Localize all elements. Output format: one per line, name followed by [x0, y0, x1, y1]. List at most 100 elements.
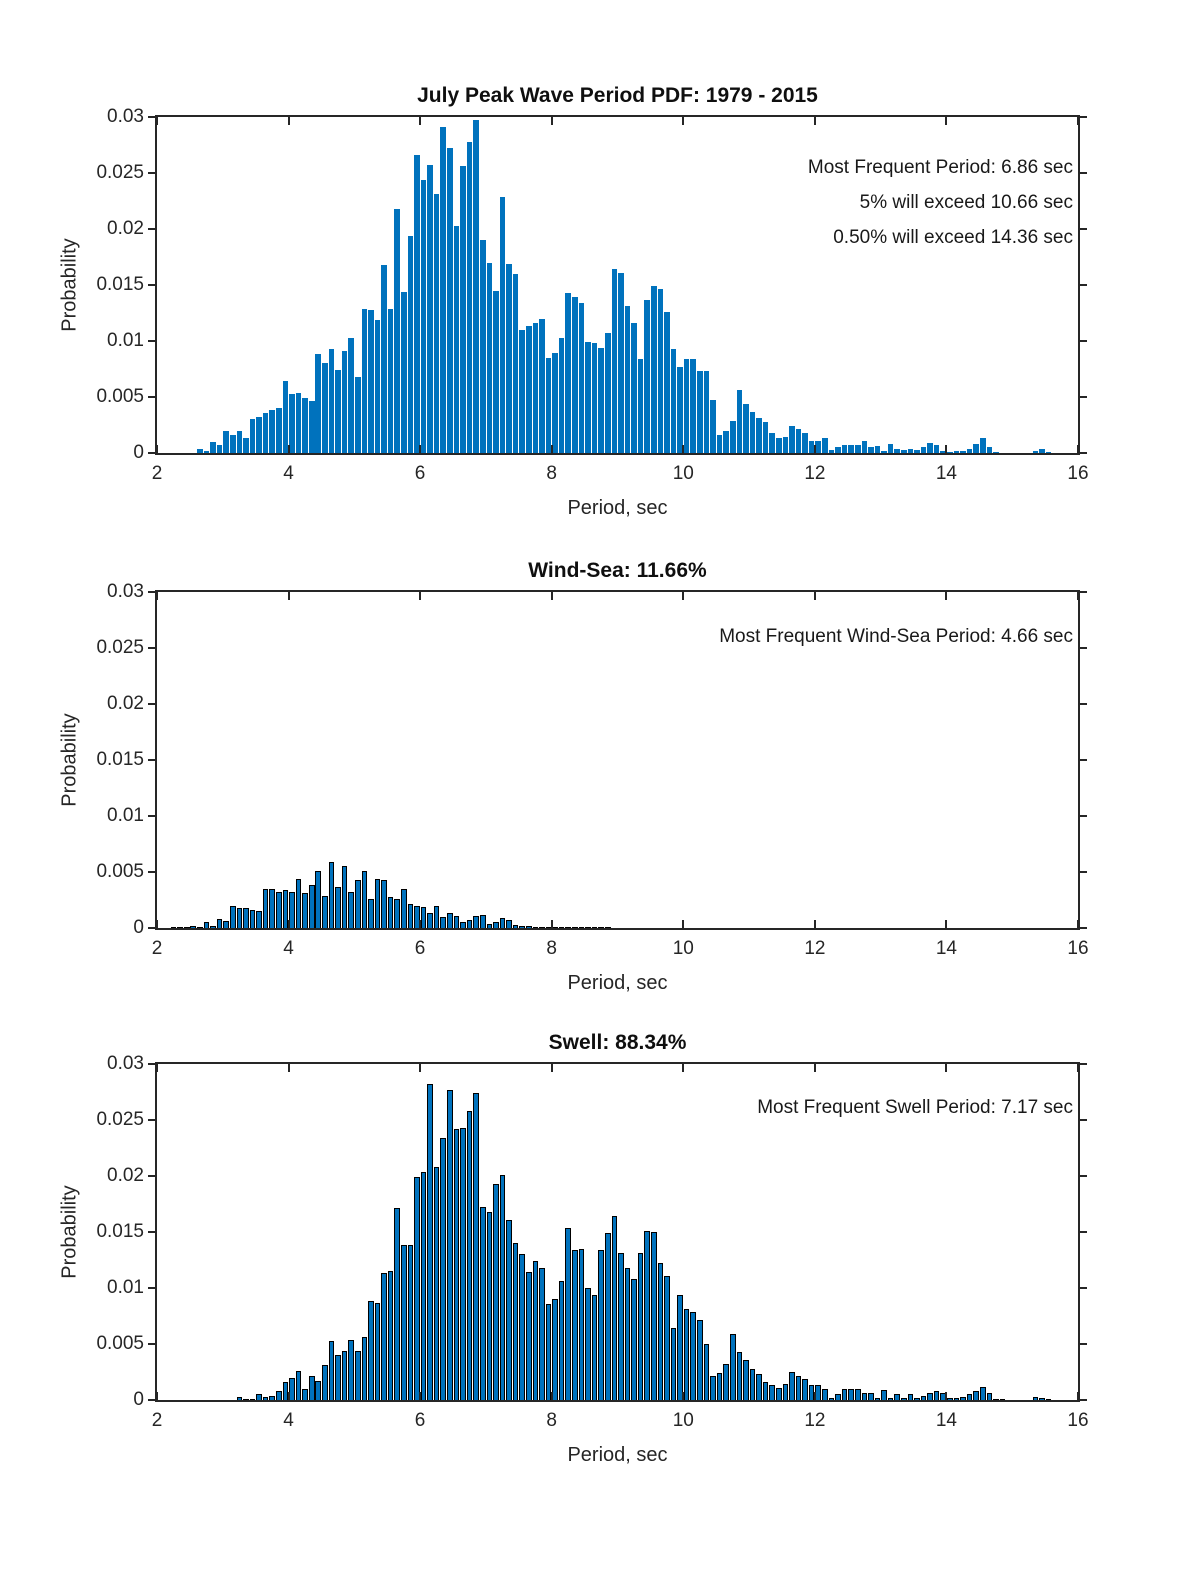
x-tick-mark-top: [813, 1064, 816, 1072]
histogram-bar: [729, 420, 736, 453]
x-tick-mark-top: [156, 592, 158, 600]
histogram-bar: [769, 1385, 775, 1400]
histogram-bar: [420, 179, 427, 453]
histogram-bar: [473, 915, 479, 928]
histogram-bar: [736, 1351, 743, 1400]
histogram-bar: [618, 1253, 624, 1400]
x-tick-mark: [550, 445, 553, 453]
y-tick-mark: [148, 116, 157, 118]
histogram-bar: [789, 426, 795, 453]
histogram-bar: [322, 1365, 328, 1400]
x-tick-mark: [1077, 445, 1079, 453]
x-tick-mark: [550, 1392, 553, 1400]
y-tick-mark: [148, 452, 157, 454]
histogram-bar: [795, 1376, 802, 1400]
y-tick-mark-right: [1078, 340, 1087, 342]
histogram-bar: [854, 445, 861, 453]
histogram-bar: [401, 888, 407, 928]
x-tick-mark-top: [287, 592, 290, 600]
annotation-most-frequent-period: Most Frequent Period: 6.86 sec: [807, 157, 1073, 178]
histogram-bar: [558, 927, 565, 928]
histogram-bar: [374, 319, 381, 453]
x-tick-mark-top: [945, 592, 948, 600]
histogram-bar: [650, 286, 657, 453]
y-tick-mark-right: [1078, 1231, 1087, 1233]
x-tick-mark-top: [682, 117, 685, 125]
histogram-bar: [519, 1254, 525, 1400]
histogram-bar: [572, 1249, 578, 1400]
histogram-bar: [657, 1263, 664, 1400]
histogram-bar: [874, 446, 881, 453]
histogram-bar: [894, 448, 900, 453]
histogram-bar: [381, 264, 387, 453]
histogram-bar: [545, 1303, 552, 1400]
histogram-bar: [782, 437, 789, 453]
x-tick-label: 14: [935, 463, 957, 484]
histogram-bar: [177, 926, 183, 928]
histogram-bar: [868, 1393, 874, 1400]
histogram-bar: [328, 1340, 335, 1400]
histogram-bar: [506, 920, 512, 928]
histogram-bar: [565, 927, 572, 928]
histogram-bar: [808, 440, 815, 453]
histogram-bar: [558, 1281, 565, 1400]
histogram-bar: [282, 1382, 289, 1400]
histogram-bar: [256, 911, 262, 928]
y-tick-mark: [148, 228, 157, 230]
y-tick-mark-right: [1078, 116, 1087, 118]
histogram-bar: [223, 921, 229, 928]
histogram-bar: [828, 1397, 835, 1400]
x-tick-mark: [419, 920, 422, 928]
histogram-bar: [631, 323, 637, 453]
x-tick-mark-top: [419, 592, 422, 600]
y-tick-label: 0.01: [107, 805, 144, 826]
histogram-bar: [618, 272, 624, 453]
y-tick-mark-right: [1078, 1399, 1087, 1401]
x-tick-mark: [682, 1392, 685, 1400]
histogram-bar: [249, 419, 256, 453]
y-tick-label: 0.025: [96, 1109, 144, 1130]
histogram-bar: [368, 309, 374, 453]
x-tick-mark-top: [682, 1064, 685, 1072]
y-tick-label: 0.005: [96, 386, 144, 407]
histogram-bar: [394, 898, 401, 928]
histogram-bar: [328, 861, 335, 928]
histogram-bar: [335, 1355, 341, 1400]
histogram-bar: [703, 371, 710, 453]
histogram-bar: [493, 290, 499, 453]
histogram-bar: [966, 448, 973, 453]
y-tick-label: 0.015: [96, 749, 144, 770]
histogram-bar: [828, 449, 835, 453]
histogram-bar: [953, 450, 960, 453]
histogram-bar: [499, 196, 506, 453]
x-tick-mark: [1077, 1392, 1079, 1400]
histogram-bar: [960, 1396, 966, 1400]
histogram-bar: [637, 358, 644, 453]
histogram-bar: [558, 337, 565, 453]
histogram-bar: [973, 444, 979, 453]
histogram-bar: [578, 1248, 585, 1400]
histogram-bar: [256, 417, 262, 453]
y-tick-label: 0: [133, 442, 144, 463]
histogram-bar: [637, 1253, 644, 1400]
histogram-bar: [361, 1337, 368, 1400]
histogram-bar: [697, 1320, 703, 1400]
histogram-bar: [262, 412, 269, 453]
histogram-bar: [197, 448, 203, 453]
annotation-05pct-exceed: 0.50% will exceed 14.36 sec: [833, 227, 1073, 248]
histogram-bar: [479, 240, 486, 453]
histogram-bar: [907, 448, 914, 453]
histogram-bar: [262, 888, 269, 928]
histogram-bar: [414, 1177, 420, 1400]
histogram-bar: [170, 926, 177, 928]
histogram-bar: [598, 1249, 604, 1400]
histogram-bar: [815, 1385, 822, 1400]
histogram-bar: [611, 269, 618, 453]
y-tick-label: 0: [133, 917, 144, 938]
histogram-bar: [598, 927, 604, 928]
histogram-bar: [262, 1396, 269, 1400]
histogram-bar: [354, 1350, 361, 1400]
histogram-bar: [335, 886, 341, 928]
annotations-july-pdf: Most Frequent Period: 6.86 sec 5% will e…: [808, 150, 1073, 255]
histogram-bar: [927, 442, 933, 453]
